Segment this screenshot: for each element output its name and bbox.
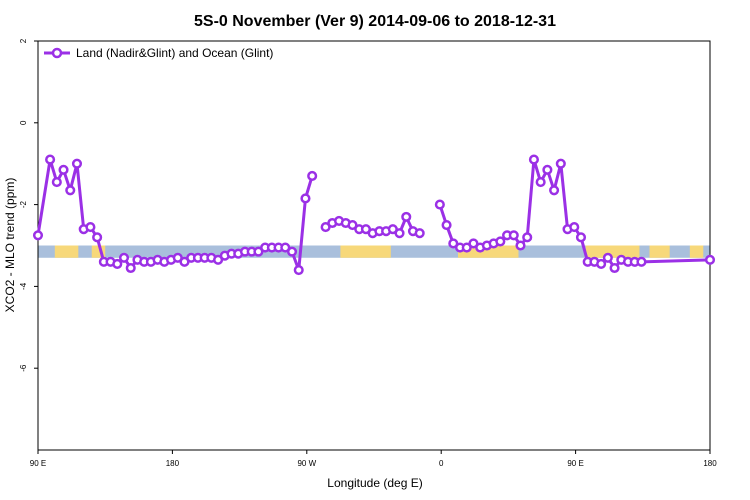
x-tick-label: 0 — [439, 459, 444, 468]
y-tick-label: -2 — [19, 200, 28, 208]
data-point — [441, 220, 452, 231]
data-point — [112, 258, 123, 269]
data-point — [394, 228, 405, 239]
x-tick-label: 180 — [703, 459, 717, 468]
data-point — [401, 211, 412, 222]
data-point — [602, 252, 613, 263]
x-axis-label: Longitude (deg E) — [327, 476, 422, 490]
data-point — [609, 262, 620, 274]
x-tick-label: 90 E — [30, 459, 46, 468]
data-point — [555, 158, 566, 169]
data-point — [118, 252, 130, 263]
x-tick-label: 90 W — [297, 459, 316, 468]
data-point — [32, 230, 44, 241]
land-segment — [340, 245, 391, 258]
data-point — [125, 262, 136, 274]
data-point — [636, 256, 647, 267]
data-point — [414, 228, 425, 239]
land-segment — [585, 245, 640, 258]
data-point — [85, 222, 96, 233]
legend-label: Land (Nadir&Glint) and Ocean (Glint) — [76, 46, 273, 60]
data-point — [542, 164, 553, 175]
plot-frame — [37, 40, 711, 451]
y-axis: 2 0 -2 -4 -6 — [19, 38, 38, 372]
data-point — [515, 240, 526, 251]
y-tick-label: 2 — [19, 38, 28, 43]
land-segment — [689, 245, 704, 258]
data-point — [528, 154, 539, 165]
data-point — [569, 222, 580, 233]
data-point — [575, 232, 587, 243]
y-tick-label: 0 — [19, 120, 28, 125]
y-tick-label: -6 — [19, 364, 28, 372]
series-layer — [32, 154, 716, 276]
data-point — [596, 258, 607, 269]
data-point — [45, 154, 56, 165]
y-tick-label: -4 — [19, 282, 28, 290]
data-point — [495, 236, 506, 247]
data-point — [58, 164, 69, 175]
x-tick-label: 90 E — [567, 459, 583, 468]
data-point — [434, 199, 445, 210]
data-point — [704, 254, 716, 265]
chart-title: 5S-0 November (Ver 9) 2014-09-06 to 2018… — [194, 13, 556, 30]
data-point — [549, 185, 560, 196]
y-axis-label: XCO2 - MLO trend (ppm) — [3, 178, 17, 313]
data-point — [51, 177, 62, 188]
legend: Land (Nadir&Glint) and Ocean (Glint) — [44, 46, 273, 60]
x-tick-label: 180 — [166, 459, 180, 468]
data-point — [307, 170, 318, 182]
x-axis: 90 E 180 90 W 0 90 E 180 — [30, 450, 717, 468]
data-point — [508, 230, 519, 241]
data-point — [535, 177, 546, 188]
data-point — [293, 264, 304, 276]
data-point — [522, 232, 533, 243]
land-segment — [649, 245, 670, 258]
data-point — [71, 158, 83, 169]
land-segment — [458, 245, 519, 258]
legend-marker — [51, 47, 63, 59]
data-point — [92, 232, 103, 243]
data-point — [300, 193, 311, 204]
data-point — [286, 246, 298, 257]
data-point — [65, 185, 76, 196]
land-segment — [54, 245, 79, 258]
